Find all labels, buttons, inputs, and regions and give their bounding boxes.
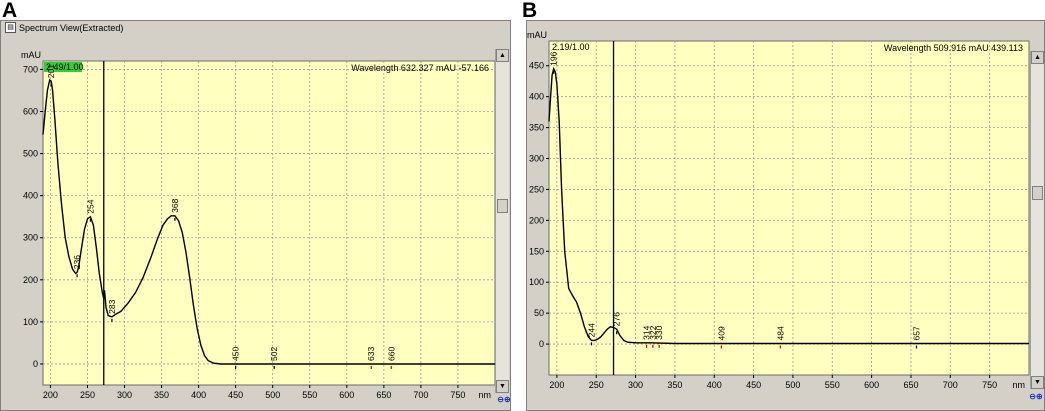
x-tick-label: 650 <box>376 390 391 400</box>
peak-label: 657 <box>911 326 921 340</box>
x-tick-label: 450 <box>228 390 243 400</box>
x-tick-label: 400 <box>707 380 722 390</box>
y-tick-label: 450 <box>529 61 544 71</box>
spectrum-trace <box>548 66 1029 345</box>
y-axis-label: mAU <box>21 50 41 60</box>
peak-label: 322 <box>648 325 658 339</box>
x-tick-label: 450 <box>746 380 761 390</box>
peak-label: 196 <box>549 51 559 65</box>
peak-label: 283 <box>107 299 117 313</box>
y-tick-label: 0 <box>33 359 38 369</box>
y-tick-label: 100 <box>529 277 544 287</box>
peak-label: 502 <box>269 347 279 361</box>
zoom-icons[interactable]: ⊖⊕ <box>497 395 511 404</box>
x-tick-label: 650 <box>903 380 918 390</box>
y-tick-label: 300 <box>23 233 38 243</box>
y-tick-label: 200 <box>529 215 544 225</box>
scroll-up-button[interactable]: ▲ <box>496 49 509 62</box>
peak-label: 660 <box>386 347 396 361</box>
spectrum-chart-a[interactable]: 200 250 300 350 400 450 500 550 600 650 700 750 0 100… <box>1 35 510 410</box>
x-tick-label: 350 <box>667 380 682 390</box>
peak-label: 201 <box>46 64 56 78</box>
vertical-scrollbar-a[interactable]: ▲ ▼ <box>495 49 509 393</box>
y-tick-label: 200 <box>23 275 38 285</box>
x-tick-label: 750 <box>982 380 997 390</box>
y-tick-label: 150 <box>529 246 544 256</box>
y-tick-label: 350 <box>529 123 544 133</box>
peak-label: 314 <box>642 325 652 339</box>
x-tick-label: 700 <box>413 390 428 400</box>
x-tick-label: 750 <box>450 390 465 400</box>
panel-letter-b: B <box>522 0 538 22</box>
y-tick-label: 250 <box>529 184 544 194</box>
x-tick-label: 200 <box>43 390 58 400</box>
y-tick-label: 600 <box>23 106 38 116</box>
vertical-scrollbar-b[interactable]: ▲ ▼ <box>1030 51 1044 389</box>
y-tick-label: 700 <box>23 64 38 74</box>
window-title: Spectrum View(Extracted) <box>19 23 124 33</box>
y-axis-label: mAU <box>527 30 547 40</box>
x-axis-label: nm <box>1012 380 1025 390</box>
panel-letter-a: A <box>2 0 18 22</box>
spectrum-chart-b[interactable]: 200 250 300 350 400 450 500 550 600 650 700 750 0 50 1… <box>527 21 1044 410</box>
y-tick-label: 50 <box>534 308 544 318</box>
x-tick-label: 600 <box>339 390 354 400</box>
scroll-down-button[interactable]: ▼ <box>1031 376 1044 389</box>
x-tick-label: 500 <box>785 380 800 390</box>
spectrum-window-a: ▤ Spectrum View(Extracted) 200 250 300 350 40… <box>0 20 511 411</box>
x-tick-label: 200 <box>549 380 564 390</box>
peak-label: 244 <box>586 323 596 337</box>
peak-label: 409 <box>716 326 726 340</box>
peak-label: 276 <box>612 312 622 326</box>
y-tick-label: 0 <box>539 339 544 349</box>
scroll-thumb[interactable] <box>497 199 508 213</box>
x-axis-label: nm <box>478 390 491 400</box>
cursor-readout: Wavelength 632.327 mAU -57.166 <box>351 63 489 73</box>
zoom-icons[interactable]: ⊖⊕ <box>1029 392 1043 401</box>
y-tick-label: 400 <box>23 191 38 201</box>
ratio-text: 2.49/1.00 <box>46 62 84 72</box>
x-tick-label: 300 <box>628 380 643 390</box>
peak-label: 330 <box>654 325 664 339</box>
x-tick-label: 600 <box>864 380 879 390</box>
y-tick-label: 100 <box>23 317 38 327</box>
x-tick-label: 250 <box>589 380 604 390</box>
x-tick-label: 350 <box>154 390 169 400</box>
x-tick-label: 250 <box>80 390 95 400</box>
ratio-text: 2.19/1.00 <box>552 42 590 52</box>
scroll-thumb[interactable] <box>1032 186 1043 200</box>
spectrum-window-icon[interactable]: ▤ <box>5 22 16 33</box>
x-tick-label: 550 <box>302 390 317 400</box>
spectrum-window-b: 200 250 300 350 400 450 500 550 600 650 700 750 0 50 1… <box>526 20 1045 411</box>
peak-label: 484 <box>775 326 785 340</box>
peak-label: 450 <box>231 347 241 361</box>
cursor-readout: Wavelength 509.916 mAU 439.113 <box>884 43 1023 53</box>
scroll-down-button[interactable]: ▼ <box>496 380 509 393</box>
y-tick-label: 400 <box>529 92 544 102</box>
peak-label: 633 <box>366 347 376 361</box>
spectrum-trace <box>42 78 495 365</box>
peak-label: 368 <box>170 198 180 212</box>
ratio-badge <box>44 62 82 72</box>
x-tick-label: 700 <box>943 380 958 390</box>
plot-area <box>42 60 496 386</box>
x-tick-label: 500 <box>265 390 280 400</box>
peak-label: 254 <box>85 199 95 213</box>
peak-label: 236 <box>72 255 82 269</box>
y-tick-label: 300 <box>529 154 544 164</box>
x-tick-label: 300 <box>117 390 132 400</box>
scroll-up-button[interactable]: ▲ <box>1031 51 1044 64</box>
x-tick-label: 550 <box>825 380 840 390</box>
window-titlebar[interactable]: ▤ Spectrum View(Extracted) <box>1 21 510 35</box>
y-tick-label: 500 <box>23 149 38 159</box>
x-tick-label: 400 <box>191 390 206 400</box>
